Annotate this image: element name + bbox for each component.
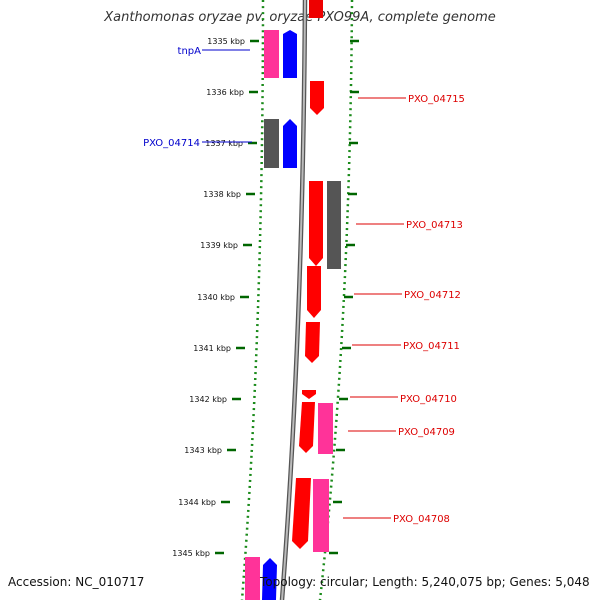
gene-red-2 [309,181,323,266]
gene-label: PXO_04713 [406,220,463,231]
gene-red-4 [305,322,320,363]
gene-pink-4 [245,557,260,600]
tick-label: 1342 kbp [189,395,227,404]
gene-pink-3 [313,479,329,552]
tick-group: 1335 kbp 1336 kbp 1337 kbp 1338 kbp 1339 kbp… [172,37,359,558]
gene-red-5 [302,390,316,399]
gene-red-7 [292,478,311,549]
gene-red-1 [310,81,324,115]
gene-pink-1 [264,30,279,78]
accession-text: Accession: NC_010717 [8,575,145,589]
gene-label: PXO_04710 [400,394,457,405]
gene-label: tnpA [178,46,202,57]
gene-label: PXO_04711 [403,341,460,352]
tick-label: 1336 kbp [206,88,244,97]
gene-label: PXO_04712 [404,290,461,301]
map-title: Xanthomonas oryzae pv. oryzae PXO99A, co… [104,10,496,25]
gene-top-partial [309,0,323,18]
gene-red-3 [307,266,321,318]
gene-label: PXO_04714 [143,138,200,149]
tick-label: 1338 kbp [203,190,241,199]
tick-label: 1344 kbp [178,498,216,507]
tick-label: 1339 kbp [200,241,238,250]
gene-blue-1 [283,30,297,78]
topology-text: Topology: circular; Length: 5,240,075 bp… [260,575,590,589]
tick-label: 1341 kbp [193,344,231,353]
tick-label: 1337 kbp [205,139,243,148]
gene-blue-3 [262,558,277,600]
gene-red-6 [299,402,315,453]
tick-label: 1343 kbp [184,446,222,455]
gene-label: PXO_04708 [393,514,450,525]
gene-gray-1 [264,119,279,168]
gene-label: PXO_04709 [398,427,455,438]
genome-backbone-highlight [281,0,306,600]
inner-track-dotted [240,0,265,600]
gene-blue-2 [283,119,297,168]
gene-gray-2 [327,181,341,269]
gene-label: PXO_04715 [408,94,465,105]
gene-pink-2 [318,403,333,454]
tick-label: 1335 kbp [207,37,245,46]
tick-label: 1340 kbp [197,293,235,302]
tick-label: 1345 kbp [172,549,210,558]
gene-label-group: tnpA PXO_04714 PXO_04715 PXO_04713 PXO_04712… [143,46,465,525]
